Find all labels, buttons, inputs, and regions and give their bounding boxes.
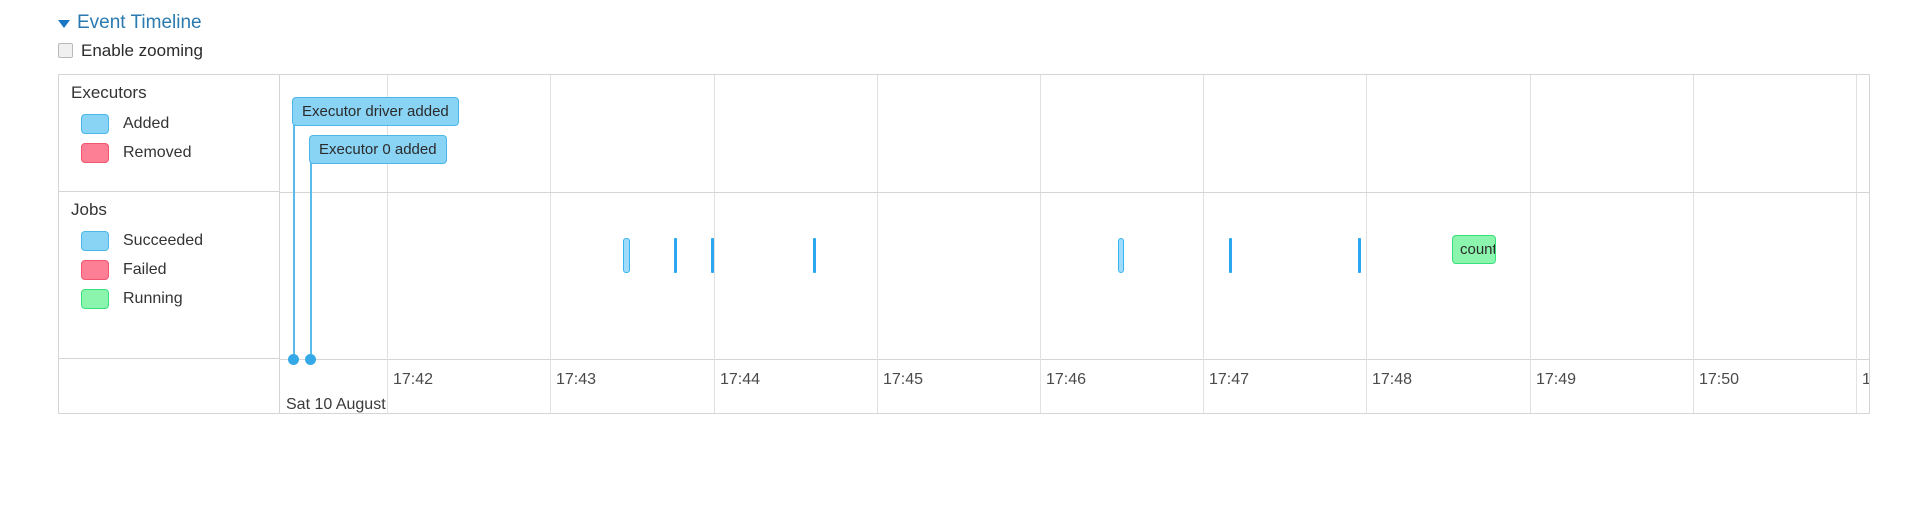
axis-tick-label: 17:45 — [883, 371, 924, 388]
axis-tick-label: 17:46 — [1046, 371, 1087, 388]
job-box-running[interactable]: count — [1452, 235, 1496, 264]
axis-tick-label: 17:44 — [720, 371, 761, 388]
legend-group-title-executors: Executors — [71, 83, 147, 102]
legend-swatch-failed — [81, 259, 109, 280]
executor-event-dot[interactable] — [305, 354, 316, 365]
axis-tick — [387, 359, 388, 413]
axis-tick-label: 17:47 — [1209, 371, 1250, 388]
axis-tick — [1366, 359, 1367, 413]
legend-swatch-succeeded — [81, 230, 109, 251]
axis-tick — [1693, 359, 1694, 413]
gridline-1747 — [1203, 75, 1204, 361]
axis-date-label: Sat 10 August — [286, 396, 386, 413]
axis-tick-label: 17:48 — [1372, 371, 1413, 388]
caret-down-icon — [58, 19, 70, 28]
executor-event-dot[interactable] — [288, 354, 299, 365]
executor-event-box[interactable]: Executor driver added — [292, 97, 459, 126]
axis-tick-label: 17:49 — [1536, 371, 1577, 388]
timeline-content-pane[interactable]: Executor driver added Executor 0 added co… — [280, 75, 1869, 413]
page-title: Event Timeline — [77, 12, 202, 33]
gridline-1746 — [1040, 75, 1041, 361]
job-marker-succeeded[interactable] — [1118, 238, 1124, 273]
timeline-widget[interactable]: Executors Added Removed Jobs Succeeded — [58, 74, 1870, 414]
enable-zooming-checkbox[interactable] — [58, 43, 73, 58]
legend-item-removed: Removed — [71, 138, 279, 167]
job-marker-succeeded[interactable] — [1358, 238, 1361, 273]
axis-tick-label: 17:42 — [393, 371, 434, 388]
axis-tick — [1530, 359, 1531, 413]
legend-group-executors: Executors Added Removed — [59, 75, 279, 192]
gridline-1750 — [1693, 75, 1694, 361]
axis-tick — [877, 359, 878, 413]
axis-tick-label: 17: — [1856, 371, 1869, 389]
row-divider-executors — [280, 192, 1869, 193]
row-divider-axis — [280, 359, 1869, 360]
job-marker-succeeded[interactable] — [813, 238, 816, 273]
job-marker-succeeded[interactable] — [623, 238, 630, 273]
legend-label-removed: Removed — [123, 143, 192, 161]
legend-item-failed: Failed — [71, 255, 279, 284]
executor-event-stem — [293, 125, 295, 359]
legend-item-succeeded: Succeeded — [71, 226, 279, 255]
enable-zooming-label: Enable zooming — [81, 41, 203, 60]
legend-swatch-removed — [81, 142, 109, 163]
legend-swatch-added — [81, 113, 109, 134]
axis-tick — [550, 359, 551, 413]
legend-item-added: Added — [71, 109, 279, 138]
gridline-1743 — [550, 75, 551, 361]
executor-event-stem — [310, 163, 312, 359]
job-marker-succeeded[interactable] — [711, 238, 714, 273]
legend-label-succeeded: Succeeded — [123, 231, 204, 249]
job-marker-succeeded[interactable] — [1229, 238, 1232, 273]
gridline-1745 — [877, 75, 878, 361]
event-timeline-toggle[interactable]: Event Timeline — [58, 13, 202, 32]
axis-tick-label: 17:50 — [1699, 371, 1740, 388]
axis-tick-label: 17:43 — [556, 371, 597, 388]
timeline-legend-column: Executors Added Removed Jobs Succeeded — [59, 75, 280, 413]
enable-zooming-row[interactable]: Enable zooming — [58, 42, 203, 59]
gridline-1742 — [387, 75, 388, 361]
legend-group-axis-spacer — [59, 359, 279, 413]
legend-item-running: Running — [71, 284, 279, 313]
gridline-17 — [1856, 75, 1857, 361]
gridline-1748 — [1366, 75, 1367, 361]
axis-tick — [1040, 359, 1041, 413]
legend-group-title-jobs: Jobs — [71, 200, 107, 219]
axis-tick — [714, 359, 715, 413]
gridline-1749 — [1530, 75, 1531, 361]
legend-label-failed: Failed — [123, 260, 167, 278]
legend-swatch-running — [81, 288, 109, 309]
legend-label-added: Added — [123, 114, 170, 132]
executor-event-box[interactable]: Executor 0 added — [309, 135, 447, 164]
timeline-axis: 17:42 17:43 17:44 17:45 17:46 17:47 17:48 17:49… — [280, 359, 1869, 413]
axis-tick — [1203, 359, 1204, 413]
legend-group-jobs: Jobs Succeeded Failed Running — [59, 192, 279, 359]
job-marker-succeeded[interactable] — [674, 238, 677, 273]
gridline-1744 — [714, 75, 715, 361]
axis-tick — [1856, 359, 1857, 413]
legend-label-running: Running — [123, 289, 183, 307]
